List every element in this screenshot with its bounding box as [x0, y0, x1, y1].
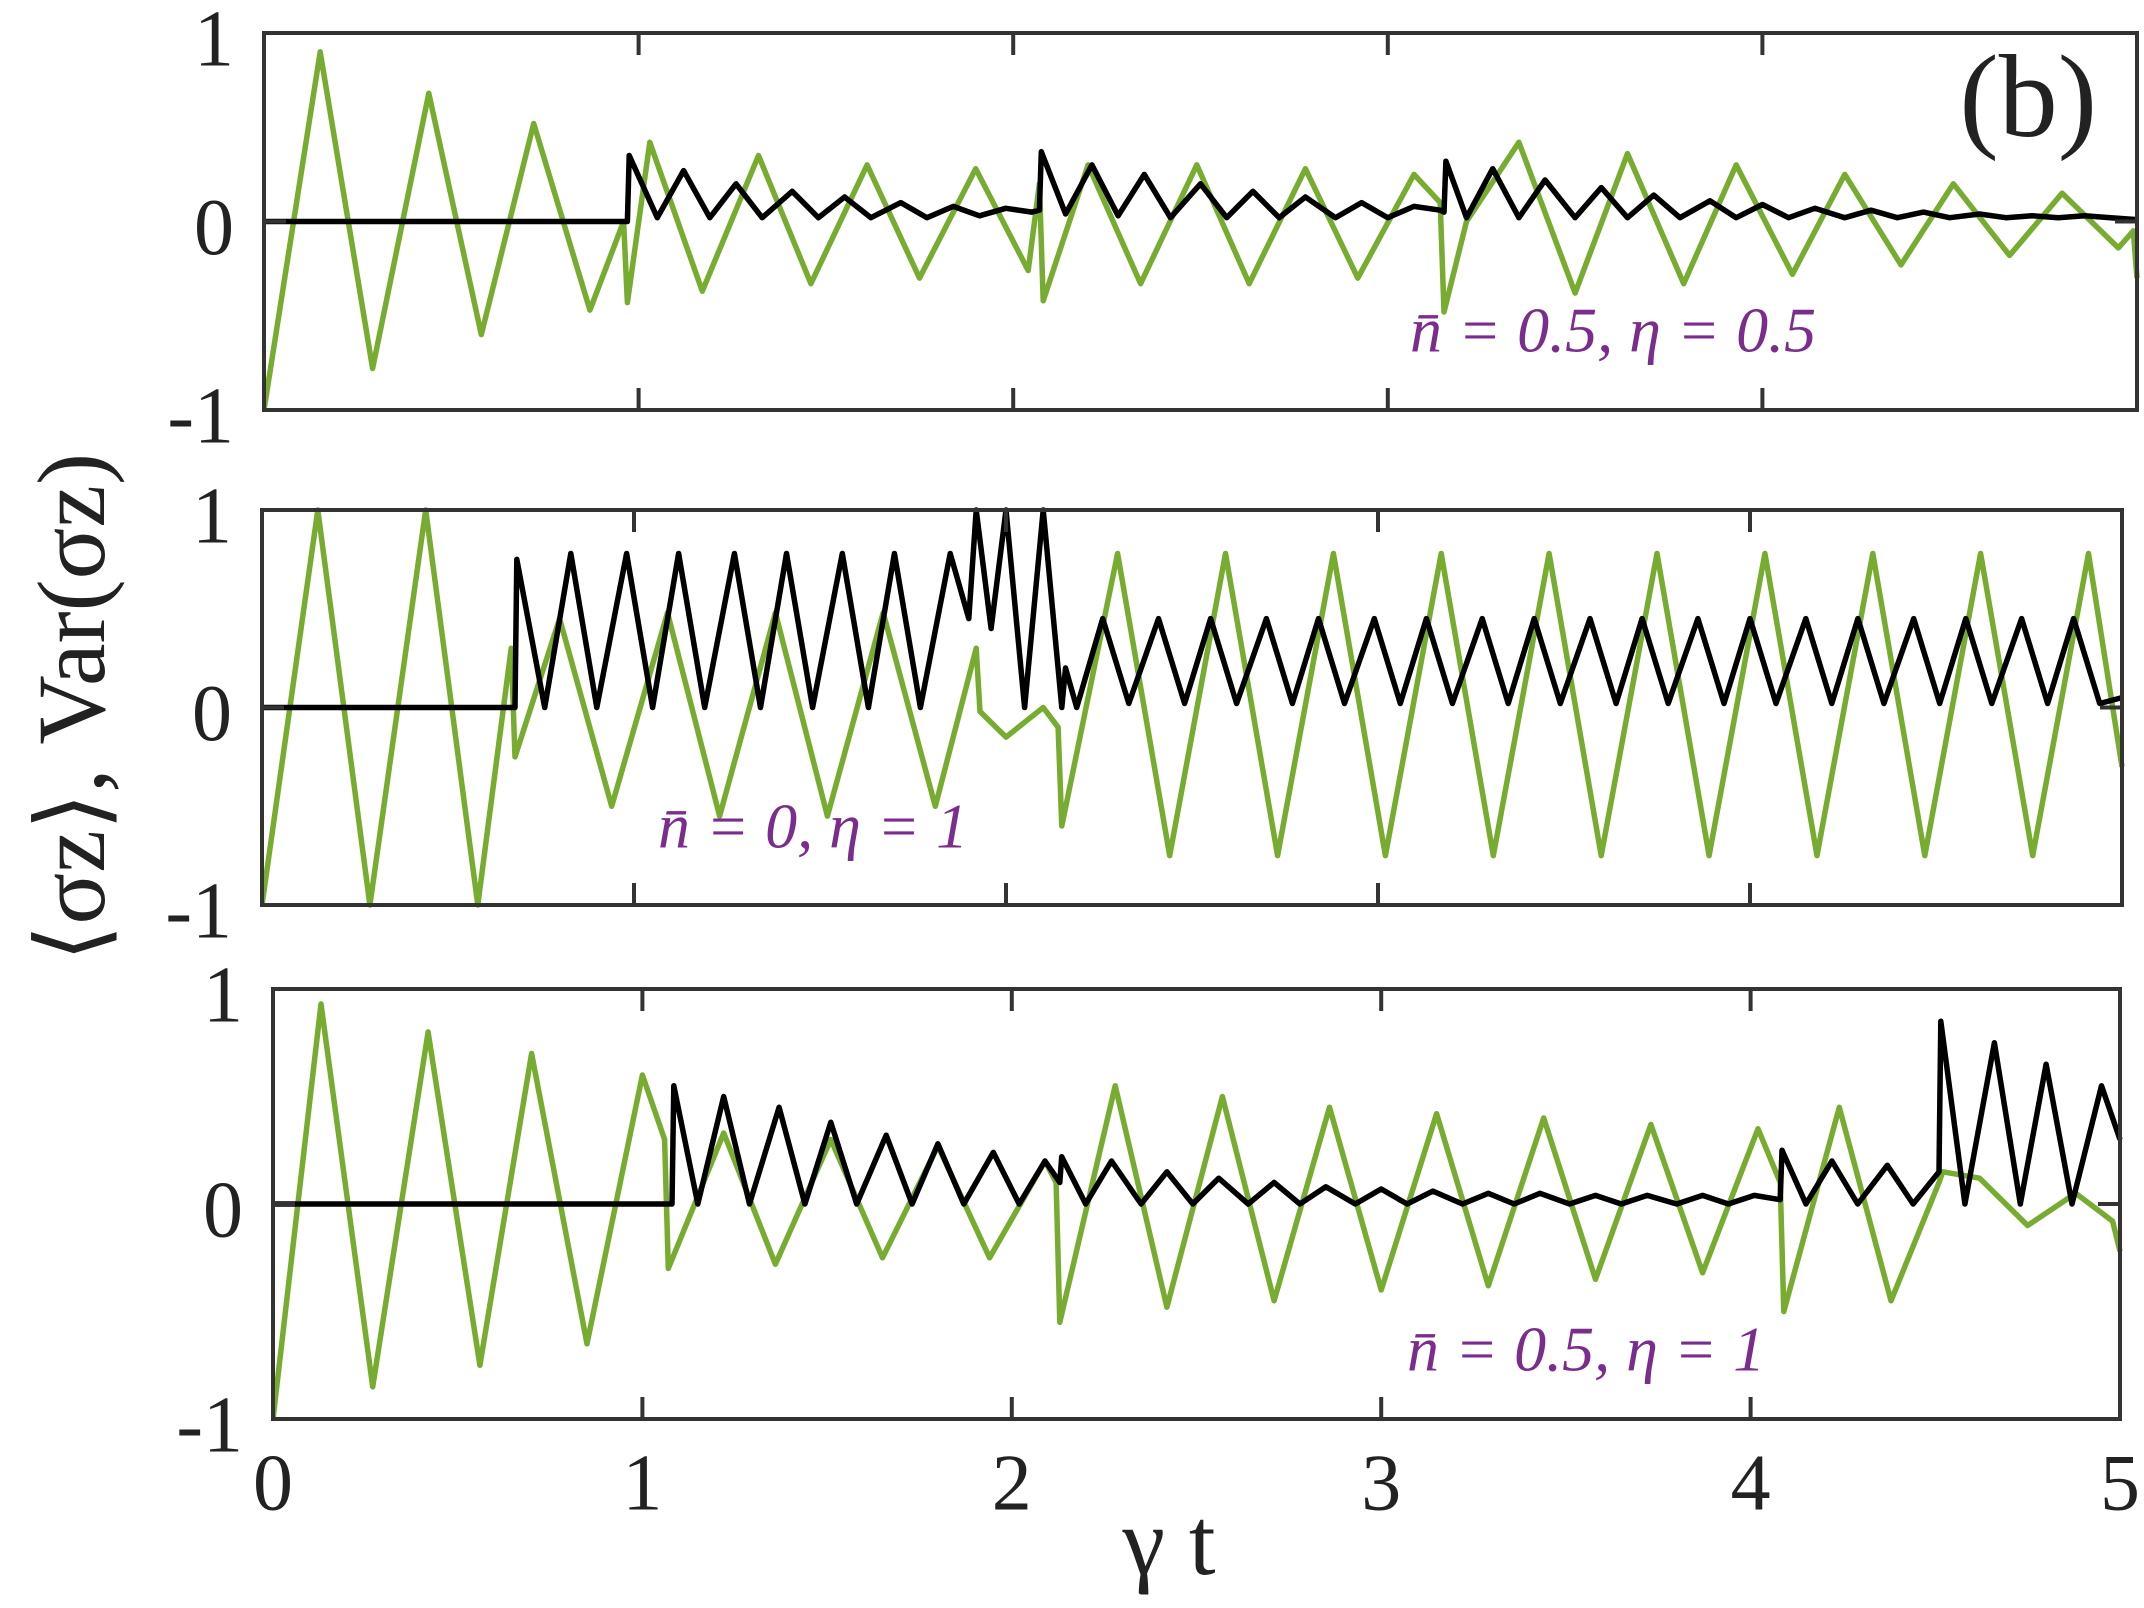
data-line [264, 49, 2140, 411]
x-tick-label: 5 [2100, 1439, 2140, 1527]
y-tick-label: 1 [203, 951, 243, 1039]
data-line [264, 149, 2138, 225]
panel-label: (b) [1959, 31, 2097, 162]
x-tick-label: 4 [1731, 1439, 1771, 1527]
y-tick-label: 1 [194, 0, 234, 83]
y-tick-label: -1 [176, 1381, 243, 1469]
x-tick-label: 2 [992, 1439, 1032, 1527]
annotation: n̄ = 0, η = 1 [658, 791, 968, 862]
y-tick-label: 0 [203, 1166, 243, 1254]
annotation: n̄ = 0.5, η = 0.5 [1410, 295, 1816, 366]
x-tick-label: 3 [1361, 1439, 1401, 1527]
data-line [273, 1018, 2123, 1207]
y-tick-label: -1 [165, 867, 232, 955]
x-tick-label: 1 [622, 1439, 662, 1527]
y-tick-label: 1 [192, 472, 232, 560]
y-axis-label: ⟨σz⟩, Var(σz) [18, 453, 125, 962]
data-line [262, 507, 2125, 908]
data-line [262, 507, 2123, 711]
y-tick-label: 0 [194, 184, 234, 272]
y-tick-label: 0 [192, 670, 232, 758]
x-tick-label: 0 [253, 1439, 293, 1527]
data-line [273, 1001, 2123, 1420]
annotation: n̄ = 0.5, η = 1 [1407, 1314, 1765, 1385]
y-tick-label: -1 [167, 372, 234, 460]
x-axis-label: γ t [1121, 1488, 1215, 1595]
